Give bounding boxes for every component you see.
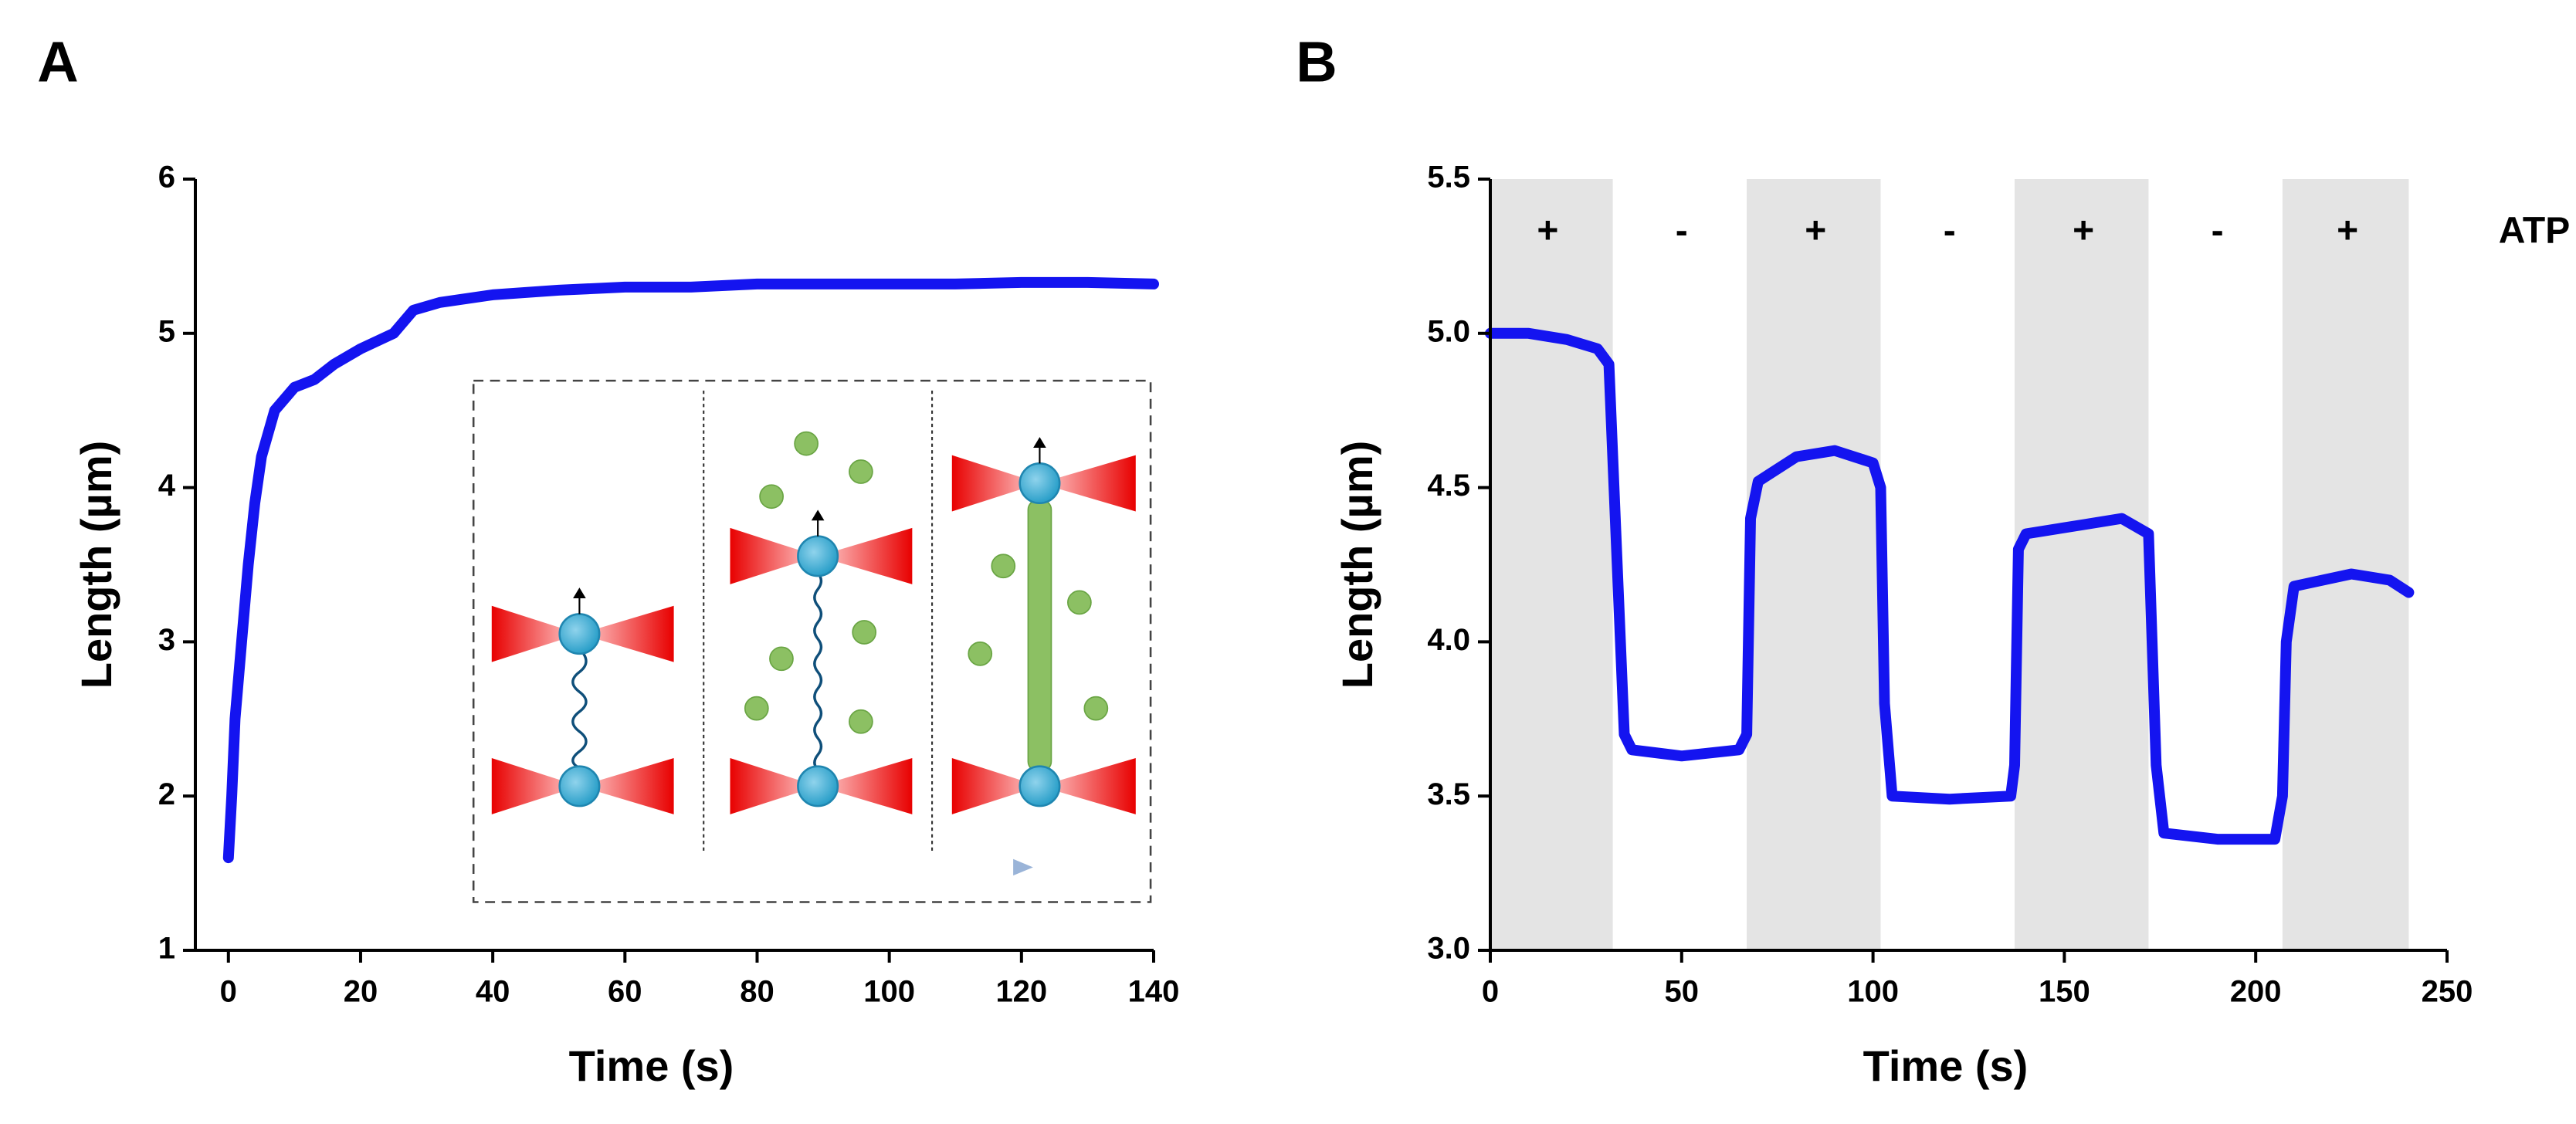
atp-sign: - — [1944, 211, 1956, 252]
shaded-region — [2014, 179, 2149, 950]
shaded-region — [1490, 179, 1613, 950]
y-tick-label: 5.0 — [1427, 314, 1470, 348]
data-line — [222, 276, 1159, 864]
y-tick-label: 3.5 — [1427, 777, 1470, 811]
x-tick-label: 200 — [2230, 975, 2282, 1009]
atp-sign: + — [1537, 211, 1558, 252]
atp-sign: - — [1676, 211, 1688, 252]
x-axis-title: Time (s) — [1863, 1041, 2029, 1090]
atp-sign: + — [2073, 211, 2094, 252]
y-axis-title: Length (µm) — [1333, 441, 1381, 689]
shaded-region — [1747, 179, 1881, 950]
x-axis-title: Time (s) — [569, 1041, 734, 1090]
annotation-label: ATP — [2499, 211, 2570, 252]
x-tick-label: 60 — [608, 975, 642, 1009]
x-tick-label: 20 — [344, 975, 378, 1009]
dna — [571, 571, 823, 771]
panel-label: B — [1296, 30, 1337, 94]
y-tick-label: 5 — [158, 314, 175, 348]
force-arrows — [573, 437, 1046, 614]
x-tick-label: 80 — [740, 975, 774, 1009]
x-tick-label: 140 — [1128, 975, 1180, 1009]
y-tick-label: 3.0 — [1427, 932, 1470, 966]
x-tick-label: 100 — [1847, 975, 1899, 1009]
panel-label: A — [37, 30, 78, 94]
arrow-head — [1013, 858, 1033, 876]
y-tick-label: 3 — [158, 623, 175, 657]
atp-sign: + — [1805, 211, 1826, 252]
x-tick-label: 0 — [220, 975, 237, 1009]
x-tick-label: 150 — [2039, 975, 2090, 1009]
x-tick-label: 40 — [476, 975, 510, 1009]
y-tick-label: 4.0 — [1427, 623, 1470, 657]
shaded-region — [2282, 179, 2409, 950]
atp-sign: + — [2337, 211, 2358, 252]
traps — [491, 455, 1136, 814]
beads — [558, 462, 1061, 807]
y-tick-label: 6 — [158, 161, 175, 195]
y-tick-label: 4.5 — [1427, 469, 1470, 503]
data-line — [1485, 327, 2415, 845]
x-tick-label: 250 — [2422, 975, 2473, 1009]
proteins — [744, 431, 1109, 772]
x-tick-label: 100 — [863, 975, 915, 1009]
y-tick-label: 5.5 — [1427, 161, 1470, 195]
x-tick-label: 120 — [995, 975, 1047, 1009]
y-tick-label: 4 — [158, 469, 176, 503]
y-tick-label: 1 — [158, 932, 175, 966]
x-tick-label: 0 — [1482, 975, 1499, 1009]
y-axis-title: Length (µm) — [72, 441, 120, 689]
inset-diagram — [472, 379, 1152, 903]
atp-sign: - — [2212, 211, 2224, 252]
y-tick-label: 2 — [158, 777, 175, 811]
x-tick-label: 50 — [1665, 975, 1700, 1009]
